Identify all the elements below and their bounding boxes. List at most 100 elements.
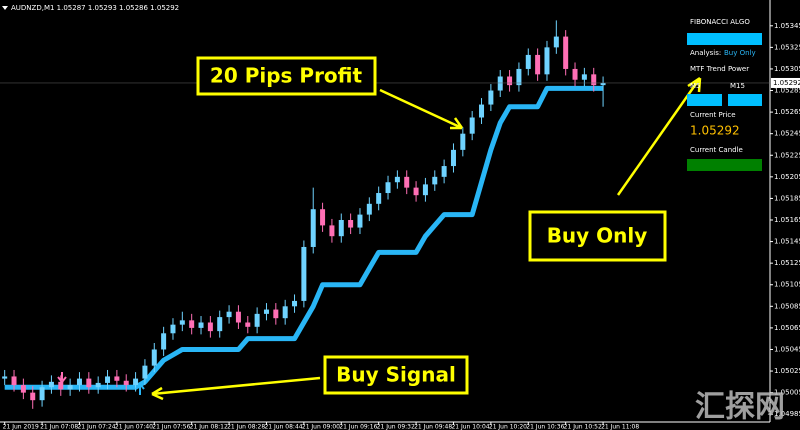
y-tick-label: 1.05305: [774, 65, 800, 73]
x-tick-label: 21 Jun 10:20: [489, 424, 527, 430]
candle-body: [76, 378, 82, 386]
panel-label: M5: [690, 82, 701, 90]
price-label: 1.05292: [773, 79, 800, 87]
price-box: [771, 77, 800, 88]
candle-body: [2, 376, 8, 379]
candle-body: [338, 220, 344, 237]
annotation-arrow: [151, 376, 321, 401]
candle-body: [422, 184, 428, 196]
annotation-arrow: [379, 88, 464, 130]
watermark: 汇探网: [695, 390, 785, 425]
candle-body: [235, 311, 241, 323]
candle-body: [310, 209, 316, 247]
x-tick-label: 21 Jun 2019: [3, 424, 39, 430]
candle-body: [282, 306, 288, 319]
candle-body: [432, 176, 438, 185]
candle-body: [67, 385, 73, 390]
candle-body: [469, 117, 475, 134]
candle-body: [544, 47, 550, 75]
x-tick-label: 21 Jun 09:48: [414, 424, 452, 430]
panel-value: Buy Only: [724, 49, 756, 57]
candle-body: [95, 382, 101, 388]
menu-icon: [2, 6, 8, 10]
candle-body: [86, 378, 92, 388]
panel-label: Analysis:: [690, 49, 721, 57]
panel-label: MTF Trend Power: [690, 65, 749, 73]
y-tick-label: 1.05005: [774, 389, 800, 397]
x-tick-label: 21 Jun 09:00: [302, 424, 340, 430]
y-tick-label: 1.05025: [774, 367, 800, 375]
annotation-box: [196, 56, 377, 96]
candle-body: [591, 74, 597, 86]
candle-body: [292, 300, 298, 307]
x-tick-label: 21 Jun 10:52: [564, 424, 602, 430]
candle-body: [394, 176, 400, 183]
x-tick-label: 21 Jun 10:04: [451, 424, 489, 430]
status-bar: [687, 159, 762, 171]
y-tick-label: 1.04985: [774, 410, 800, 418]
candle-body: [142, 365, 148, 379]
x-tick-label: 21 Jun 07:40: [115, 424, 153, 430]
status-bar: [687, 94, 722, 106]
candle-body: [217, 317, 223, 332]
y-tick-label: 1.05065: [774, 324, 800, 332]
x-tick-label: 21 Jun 09:32: [377, 424, 415, 430]
candle-body: [11, 376, 17, 386]
y-tick-label: 1.05285: [774, 87, 800, 95]
candle-body: [189, 320, 195, 328]
candle-body: [366, 203, 372, 215]
x-tick-label: 21 Jun 08:44: [264, 424, 302, 430]
candle-body: [133, 378, 139, 386]
candle-body: [497, 76, 503, 91]
candle-body: [20, 385, 26, 393]
x-tick-label: 21 Jun 09:16: [339, 424, 377, 430]
candle-body: [198, 322, 204, 328]
y-tick-label: 1.05225: [774, 151, 800, 159]
candle-body: [170, 324, 176, 334]
y-tick-label: 1.05145: [774, 238, 800, 246]
candle-body: [488, 90, 494, 105]
panel-title: FIBONACCI ALGO: [690, 18, 750, 26]
candle-body: [348, 220, 354, 228]
x-tick-label: 21 Jun 11:08: [601, 424, 639, 430]
candle-body: [385, 182, 391, 194]
y-tick-label: 1.05205: [774, 173, 800, 181]
x-tick-label: 21 Jun 08:12: [190, 424, 228, 430]
candle-body: [58, 381, 64, 390]
candle-body: [39, 387, 45, 401]
candle-body: [245, 322, 251, 327]
buy-arrow: [135, 382, 145, 395]
x-tick-label: 21 Jun 07:08: [40, 424, 78, 430]
panel-label: Current Candle: [690, 146, 743, 154]
candle-body: [273, 309, 279, 319]
candle-body: [479, 104, 485, 118]
candle-body: [357, 214, 363, 228]
y-tick-label: 1.05165: [774, 216, 800, 224]
candle-body: [329, 225, 335, 237]
y-tick-label: 1.05345: [774, 22, 800, 30]
candle-body: [301, 246, 307, 301]
candle-body: [553, 36, 559, 48]
candle-body: [535, 54, 541, 75]
y-tick-label: 1.05265: [774, 108, 800, 116]
candle-body: [525, 54, 531, 69]
candle-body: [226, 311, 232, 318]
candle-body: [450, 149, 456, 167]
panel-label: M15: [730, 82, 745, 90]
candle-body: [179, 320, 185, 325]
candle-body: [105, 376, 111, 383]
candle-body: [516, 68, 522, 86]
candle-body: [263, 309, 269, 314]
candle-body: [460, 133, 466, 150]
x-tick-label: 21 Jun 07:24: [77, 424, 115, 430]
annotation-box: [528, 210, 667, 262]
annotation: 20 Pips Profit: [210, 64, 363, 88]
x-tick-label: 21 Jun 08:28: [227, 424, 265, 430]
candle-body: [30, 392, 36, 401]
x-tick-label: 21 Jun 10:36: [526, 424, 564, 430]
panel-label: Current Price: [690, 111, 736, 119]
candle-body: [48, 381, 54, 388]
candle-body: [404, 176, 410, 188]
candle-body: [207, 322, 213, 332]
candle-body: [572, 68, 578, 80]
